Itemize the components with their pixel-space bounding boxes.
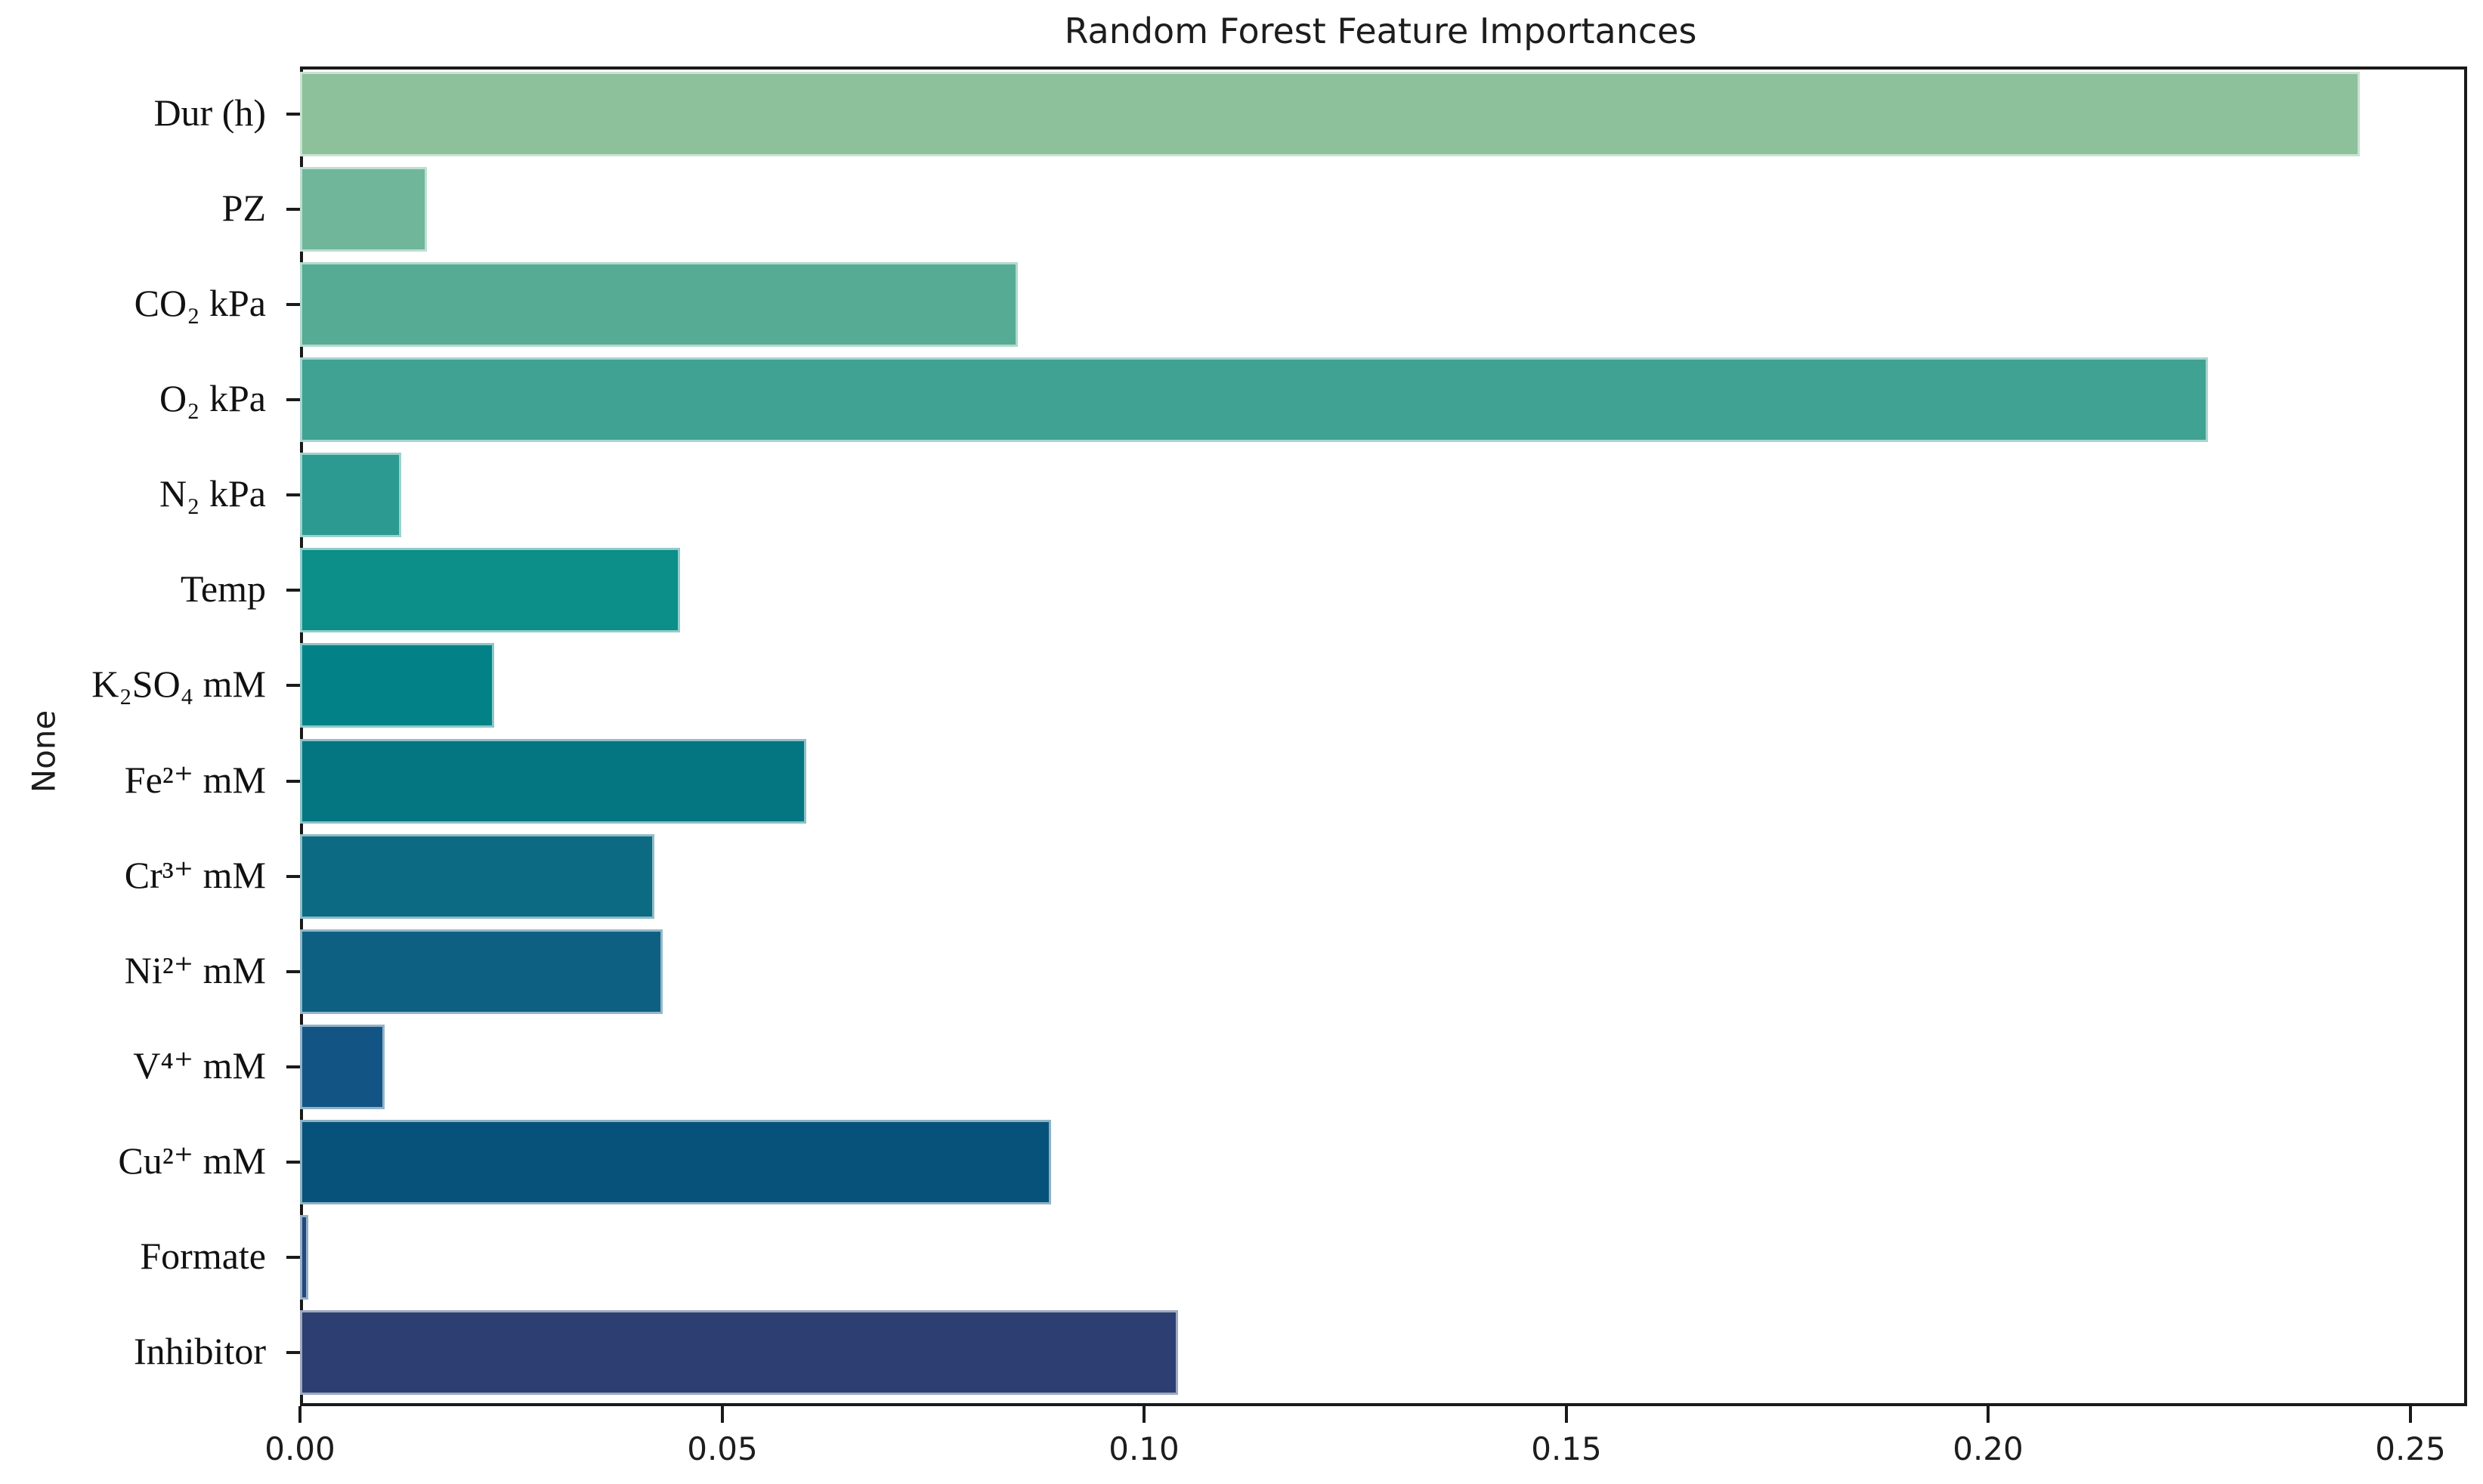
y-tick-mark	[286, 970, 300, 973]
y-tick-mark	[286, 1351, 300, 1354]
y-tick-label: Formate	[140, 1235, 266, 1277]
y-tick-mark	[286, 493, 300, 496]
y-tick-label: Dur (h)	[153, 91, 266, 134]
bar	[300, 643, 494, 728]
y-tick-label: Inhibitor	[134, 1330, 266, 1372]
x-tick-mark	[298, 1406, 301, 1423]
y-tick-mark	[286, 208, 300, 211]
y-tick-label: Ni²⁺ mM	[124, 949, 266, 991]
y-tick-label: Cr³⁺ mM	[124, 854, 266, 896]
bar	[300, 1215, 308, 1300]
bar	[300, 834, 654, 919]
y-tick-mark	[286, 398, 300, 401]
bar	[300, 739, 806, 824]
y-tick-mark	[286, 1161, 300, 1164]
x-tick-mark	[721, 1406, 724, 1423]
bar	[300, 1025, 385, 1109]
bar	[300, 1310, 1178, 1395]
x-tick-mark	[1143, 1406, 1146, 1423]
y-tick-mark	[286, 113, 300, 116]
x-tick-mark	[2409, 1406, 2412, 1423]
y-tick-label: V⁴⁺ mM	[133, 1044, 266, 1087]
y-tick-mark	[286, 303, 300, 306]
bar	[300, 262, 1018, 347]
y-tick-label: CO₂ kPa	[134, 282, 266, 324]
x-tick-label: 0.05	[687, 1430, 758, 1467]
y-tick-mark	[286, 589, 300, 592]
y-tick-label: Cu²⁺ mM	[118, 1139, 266, 1182]
bar	[300, 548, 680, 632]
bar	[300, 453, 401, 537]
bar	[300, 1120, 1051, 1204]
y-tick-label: O₂ kPa	[159, 377, 266, 419]
y-tick-label: PZ	[221, 187, 266, 229]
x-tick-mark	[1565, 1406, 1568, 1423]
y-tick-mark	[286, 875, 300, 878]
x-tick-label: 0.00	[264, 1430, 335, 1467]
x-tick-label: 0.15	[1531, 1430, 1602, 1467]
y-tick-label: K₂SO₄ mM	[91, 663, 266, 705]
y-tick-label: Fe²⁺ mM	[124, 759, 266, 801]
y-tick-mark	[286, 684, 300, 687]
bar	[300, 167, 427, 252]
x-tick-label: 0.20	[1953, 1430, 2024, 1467]
bar	[300, 72, 2360, 156]
bar	[300, 357, 2208, 442]
x-tick-label: 0.25	[2375, 1430, 2446, 1467]
y-tick-label: Temp	[180, 567, 266, 610]
x-tick-mark	[1987, 1406, 1990, 1423]
y-tick-mark	[286, 780, 300, 783]
x-tick-label: 0.10	[1109, 1430, 1180, 1467]
chart-title: Random Forest Feature Importances	[1064, 11, 1697, 51]
y-tick-mark	[286, 1065, 300, 1068]
bar	[300, 929, 663, 1014]
y-tick-label: N₂ kPa	[159, 472, 266, 515]
y-tick-mark	[286, 1256, 300, 1259]
